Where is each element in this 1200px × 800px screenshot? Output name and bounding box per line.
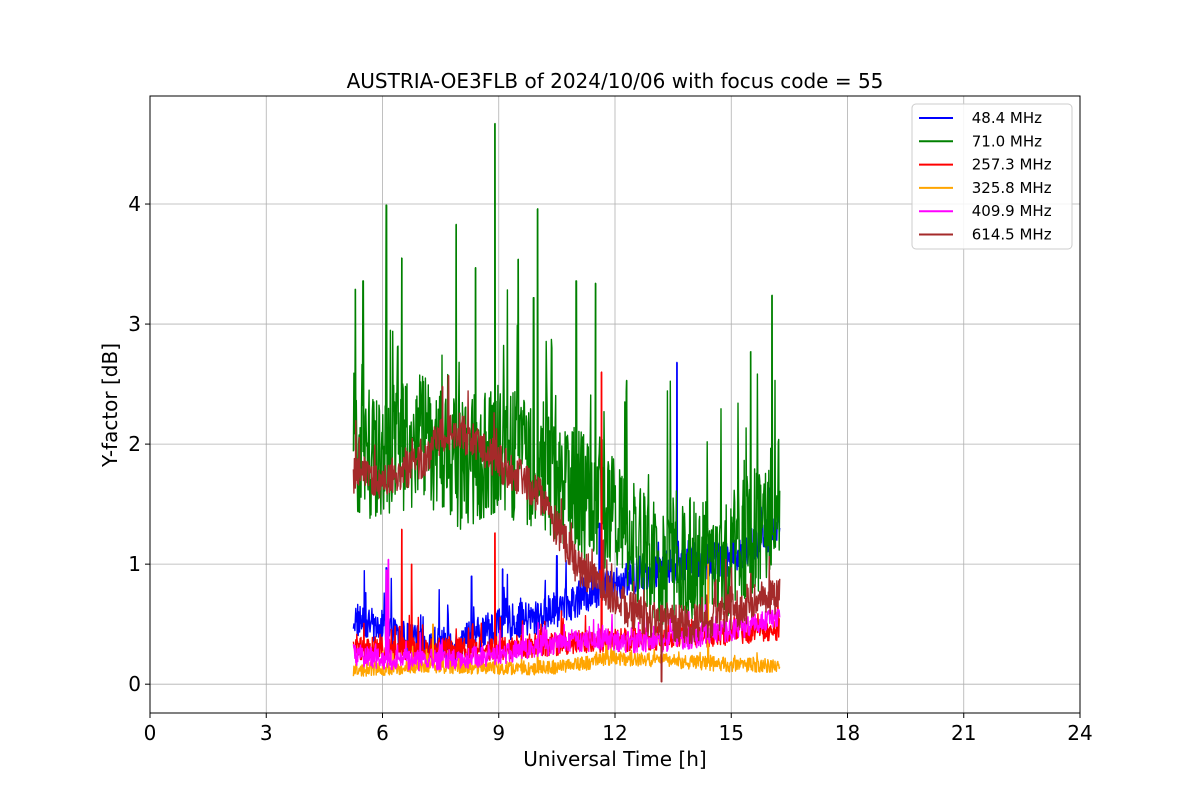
legend-label: 325.8 MHz [967, 179, 1052, 197]
x-tick-label: 18 [835, 721, 860, 745]
y-axis-ticks: 0 1 2 3 4 [128, 192, 150, 696]
legend-label: 614.5 MHz [967, 226, 1052, 244]
x-axis-ticks: 0 3 6 9 12 15 18 21 24 [144, 713, 1093, 745]
y-tick-label: 2 [128, 432, 141, 456]
x-tick-label: 21 [951, 721, 976, 745]
y-tick-label: 1 [128, 552, 141, 576]
y-tick-label: 3 [128, 312, 141, 336]
y-tick-label: 4 [128, 192, 141, 216]
x-axis-label: Universal Time [h] [523, 747, 706, 771]
series-layer [352, 122, 781, 683]
legend-label: 257.3 MHz [967, 156, 1052, 174]
legend-label: 409.9 MHz [967, 202, 1052, 220]
x-tick-label: 6 [376, 721, 389, 745]
chart-title: AUSTRIA-OE3FLB of 2024/10/06 with focus … [347, 69, 884, 93]
y-axis-label: Y-factor [dB] [98, 343, 122, 468]
series-line [352, 375, 781, 683]
legend-box [911, 103, 1073, 250]
legend-label: 48.4 MHz [967, 109, 1042, 127]
x-tick-label: 15 [719, 721, 744, 745]
x-tick-label: 3 [260, 721, 273, 745]
legend: 48.4 MHz 71.0 MHz 257.3 MHz 325.8 MHz 40… [911, 103, 1073, 250]
y-tick-label: 0 [128, 672, 141, 696]
x-tick-label: 24 [1067, 721, 1092, 745]
x-tick-label: 12 [602, 721, 627, 745]
x-tick-label: 0 [144, 721, 157, 745]
legend-label: 71.0 MHz [967, 132, 1042, 150]
x-tick-label: 9 [492, 721, 505, 745]
